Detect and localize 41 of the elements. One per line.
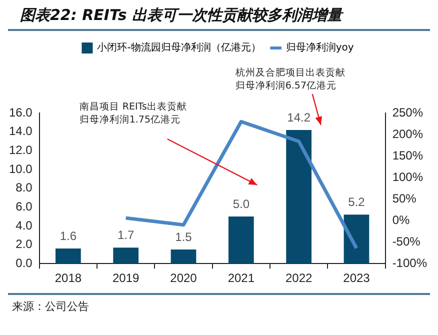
bar	[170, 249, 196, 264]
x-tick-label: 2019	[112, 271, 140, 286]
y2-tick-label: 100%	[392, 170, 424, 184]
x-tick-label: 2021	[228, 271, 255, 286]
data-label: 5.0	[232, 196, 250, 211]
x-tick-label: 2023	[343, 271, 370, 286]
y-tick-label: 16.0	[8, 105, 33, 120]
data-label: 1.7	[118, 228, 135, 242]
y2-tick-label: -100%	[392, 256, 428, 270]
y-tick-label: 2.0	[16, 237, 33, 252]
y-tick-label: 8.0	[16, 180, 33, 195]
y2-tick-label: 0%	[392, 212, 410, 227]
data-label: 1.6	[60, 228, 77, 243]
data-label: 5.2	[348, 194, 366, 209]
y-tick-label: 4.0	[16, 218, 33, 232]
bar	[56, 248, 81, 264]
y-tick-label: 14.0	[8, 124, 33, 138]
y2-tick-label: 200%	[392, 126, 424, 141]
y-tick-label: 6.0	[16, 199, 33, 214]
source-note: 来源：公司公告	[8, 293, 430, 318]
x-tick-label: 2018	[54, 271, 82, 286]
bar	[344, 214, 370, 264]
y-tick-label: 0.0	[16, 256, 33, 270]
y2-tick-label: -50%	[392, 234, 421, 248]
chart-title: 图表22: REITs 出表可一次性贡献较多利润增量	[8, 0, 430, 31]
y2-tick-label: 50%	[392, 191, 417, 206]
x-tick-label: 2020	[170, 271, 198, 286]
data-label: 14.2	[287, 110, 311, 124]
y2-tick-label: 250%	[392, 105, 424, 120]
data-label: 1.5	[175, 230, 192, 244]
annotation: 南昌项目 REITs出表贡献归母净利润1.75亿港元	[79, 100, 187, 126]
x-tick-label: 2022	[285, 271, 312, 286]
y2-tick-label: 150%	[392, 148, 424, 162]
y-tick-label: 12.0	[8, 142, 33, 157]
bar	[113, 248, 139, 264]
text: 杭州及合肥项目出表贡献归母净利润6.57亿港元	[234, 66, 346, 92]
legend-label: 归母净利润yoy	[286, 42, 354, 54]
bar	[286, 130, 312, 264]
bar	[228, 216, 254, 264]
y-tick-label: 10.0	[8, 162, 33, 176]
legend-label: 小闭环-物流园归母净利润（亿港元）	[97, 42, 261, 54]
